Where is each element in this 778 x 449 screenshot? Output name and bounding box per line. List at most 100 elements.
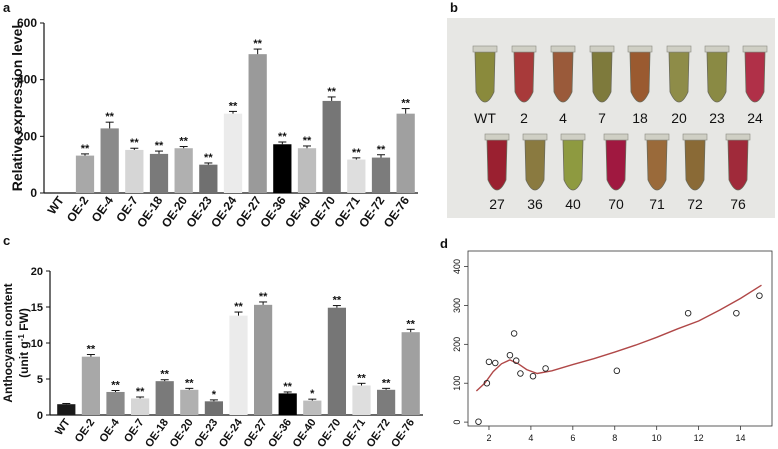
tube-cap	[472, 45, 498, 53]
c-y-tick-label: 10	[31, 338, 43, 350]
c-sig-label: **	[234, 301, 243, 313]
tube-label: WT	[474, 110, 496, 126]
d-x-tick-label: 10	[652, 433, 662, 443]
tube-cap	[603, 133, 629, 141]
tube	[629, 51, 651, 103]
a-bar	[297, 148, 317, 193]
tube	[605, 139, 627, 191]
c-x-tick-label: OE-40	[291, 417, 319, 449]
c-bar	[106, 391, 125, 415]
a-sig-label: **	[327, 86, 336, 98]
d-point	[517, 370, 524, 377]
d-x-tick-label: 4	[528, 433, 533, 443]
c-bar	[81, 356, 101, 415]
a-bar	[371, 157, 391, 193]
a-sig-label: **	[130, 137, 139, 149]
d-point	[475, 418, 482, 425]
tube-label: 20	[671, 110, 687, 126]
c-x-tick-label: OE-2	[73, 417, 98, 445]
tube	[552, 51, 574, 103]
a-x-tick-label: OE-4	[89, 193, 117, 224]
c-bar	[352, 385, 371, 415]
c-x-tick-label: OE-70	[315, 417, 343, 449]
a-bar	[199, 164, 218, 193]
a-bar	[248, 54, 267, 193]
tube	[668, 51, 690, 103]
c-bar	[229, 315, 248, 415]
d-point	[510, 330, 518, 337]
tube-cap	[742, 45, 768, 53]
d-point	[529, 372, 537, 380]
c-sig-label: *	[310, 388, 315, 400]
tube-cap	[725, 133, 751, 141]
a-y-tick-label: 200	[17, 129, 37, 143]
panel-letter-a: a	[3, 0, 11, 15]
d-x-tick-label: 2	[486, 433, 491, 443]
tube	[474, 51, 496, 103]
a-y-tick-label: 600	[17, 16, 37, 30]
a-sig-label: **	[352, 147, 361, 159]
c-y-axis-unit: (unit g-1 FW)	[17, 308, 32, 378]
a-bar	[223, 113, 243, 193]
tube-cap	[484, 133, 510, 141]
c-sig-label: **	[357, 372, 366, 384]
tube-cap	[666, 45, 692, 53]
d-x-tick-label: 6	[570, 433, 575, 443]
d-point	[485, 358, 493, 366]
tube-cap	[627, 45, 653, 53]
tube-label: 23	[709, 110, 725, 126]
a-bar	[174, 148, 193, 193]
tube-cap	[522, 133, 548, 141]
c-bar	[130, 398, 150, 415]
tube-cap	[560, 133, 586, 141]
tube-label: 7	[598, 110, 606, 126]
d-x-tick-label: 14	[736, 433, 746, 443]
a-sig-label: **	[179, 136, 188, 148]
c-sig-label: **	[136, 386, 145, 398]
tube	[591, 51, 613, 103]
c-bar	[204, 401, 224, 415]
d-y-tick-label: 200	[452, 337, 462, 352]
d-plot-frame	[467, 250, 773, 427]
c-sig-label: **	[406, 318, 415, 330]
tube-label: 70	[608, 196, 624, 212]
tube	[646, 139, 668, 191]
tube	[706, 51, 728, 103]
d-x-tick-label: 12	[694, 433, 704, 443]
c-bar	[401, 332, 420, 415]
a-bar	[51, 192, 70, 194]
tube-label: 4	[559, 110, 567, 126]
d-y-tick-label: 100	[452, 376, 462, 391]
tube	[524, 139, 546, 191]
tube-label: 27	[489, 196, 505, 212]
c-bar	[57, 404, 76, 415]
c-y-tick-label: 5	[37, 374, 43, 386]
tube-label: 40	[565, 196, 581, 212]
d-point	[542, 365, 549, 372]
c-x-tick-label: OE-23	[192, 417, 220, 449]
c-y-axis-title: Anthocyanin content	[1, 283, 15, 402]
c-x-tick-label: OE-27	[241, 417, 269, 449]
a-bar	[273, 144, 292, 193]
c-x-tick-label: OE-18	[143, 417, 171, 449]
a-sig-label: **	[155, 140, 164, 152]
c-sig-label: **	[283, 381, 292, 393]
tube-cap	[644, 133, 670, 141]
c-y-tick-label: 20	[31, 266, 43, 278]
tube	[513, 51, 535, 103]
a-sig-label: **	[204, 152, 213, 164]
c-sig-label: **	[333, 295, 342, 307]
c-x-tick-label: OE-7	[122, 417, 147, 445]
tube-label: 2	[520, 110, 528, 126]
a-bar	[75, 155, 95, 193]
tube-label: 71	[649, 196, 665, 212]
c-bar	[376, 389, 396, 415]
d-point	[733, 309, 740, 317]
a-bar	[100, 128, 119, 193]
c-sig-label: *	[212, 389, 217, 401]
a-bar	[125, 149, 144, 193]
d-y-tick-label: 0	[452, 420, 462, 425]
tube-label: 76	[730, 196, 746, 212]
tube	[727, 139, 749, 191]
d-point	[684, 309, 692, 317]
